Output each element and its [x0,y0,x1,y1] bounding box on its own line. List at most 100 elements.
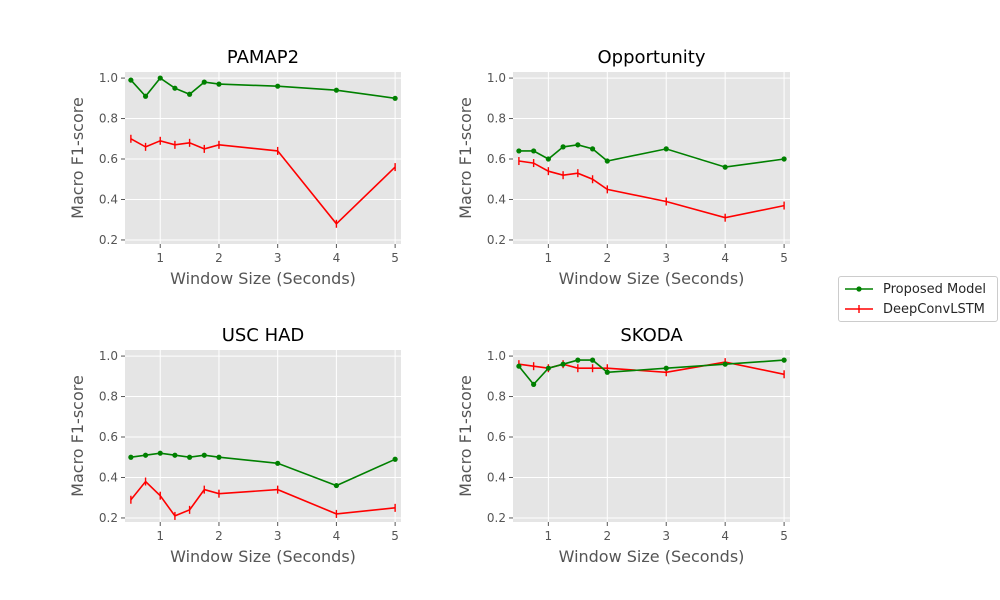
y-tick-label: 0.8 [99,390,118,404]
y-tick-label: 0.2 [99,511,118,525]
data-point-proposed-model [333,482,340,489]
x-tick-label: 2 [215,529,223,543]
data-point-proposed-model [201,452,207,458]
data-point-proposed-model [392,95,398,101]
y-tick-label: 1.0 [99,349,118,363]
x-tick-label: 5 [780,529,788,543]
data-point-proposed-model [157,75,163,81]
x-tick-label: 2 [215,251,223,265]
chart-panel-usc-had: 0.2 0.4 0.6 0.8 1.0 1 2 3 4 5 USC HAD Window Size (… [68,325,401,566]
plot-area [513,72,790,244]
x-tick-label: 4 [721,529,729,543]
x-tick-label: 1 [545,529,553,543]
data-point-proposed-model [142,93,149,99]
y-axis-label: Macro F1-score [456,375,475,497]
y-tick-label: 0.4 [99,192,118,206]
legend-swatch-proposed-model [845,286,873,292]
chart-title: Opportunity [597,47,705,68]
data-point-proposed-model [575,357,581,363]
chart-title: SKODA [620,325,683,346]
data-point-proposed-model [128,454,134,460]
data-point-proposed-model [545,156,551,162]
data-point-proposed-model [663,146,669,152]
y-tick-label: 1.0 [487,71,506,85]
data-point-proposed-model [275,460,281,466]
plot-area [125,72,401,244]
y-tick-label: 1.0 [487,349,506,363]
data-point-proposed-model [333,87,340,93]
y-tick-label: 0.6 [487,152,506,166]
legend-label-deepconvlstm: DeepConvLSTM [883,301,985,317]
data-point-proposed-model [157,450,163,456]
x-tick-label: 1 [156,251,164,265]
data-point-proposed-model [531,381,537,387]
x-axis-label: Window Size (Seconds) [170,547,356,566]
data-point-proposed-model [201,79,207,85]
y-tick-label: 0.8 [487,112,506,126]
data-point-proposed-model [781,357,787,363]
x-tick-label: 5 [391,251,399,265]
x-tick-label: 4 [721,251,729,265]
y-tick-label: 0.2 [487,511,506,525]
x-tick-label: 1 [545,251,553,265]
chart-panel-skoda: 0.2 0.4 0.6 0.8 1.0 1 2 3 4 5 SKODA Window Size (Se… [456,325,790,566]
data-point-proposed-model [589,146,596,152]
y-axis-label: Macro F1-score [68,375,87,497]
legend-swatch-deepconvlstm [845,305,873,313]
legend-item-deepconvlstm: DeepConvLSTM [843,299,985,319]
x-tick-label: 4 [333,529,341,543]
series-line-proposed-model [518,143,785,168]
data-point-proposed-model [663,365,669,371]
legend: Proposed Model DeepConvLSTM [838,276,998,322]
series-line-proposed-model [130,77,396,100]
x-axis-label: Window Size (Seconds) [559,547,745,566]
data-point-proposed-model [722,361,728,367]
data-point-proposed-model [172,452,178,458]
data-point-proposed-model [722,164,728,170]
x-tick-label: 3 [274,251,282,265]
y-tick-label: 0.8 [99,112,118,126]
x-tick-label: 5 [780,251,788,265]
y-tick-label: 0.2 [487,233,506,247]
x-tick-label: 4 [333,251,341,265]
y-tick-label: 0.8 [487,390,506,404]
plot-area [513,350,790,522]
y-tick-label: 0.6 [487,430,506,444]
data-point-proposed-model [128,77,134,83]
plot-area [125,350,401,522]
series-line-deepconvlstm [518,160,785,219]
legend-label-proposed-model: Proposed Model [883,281,987,297]
data-point-proposed-model [560,144,566,150]
data-point-proposed-model [545,365,551,371]
chart-title: USC HAD [222,325,305,346]
data-point-proposed-model [216,81,222,87]
y-tick-label: 0.2 [99,233,118,247]
x-tick-label: 3 [274,529,282,543]
y-tick-label: 0.4 [487,470,506,484]
y-tick-label: 0.4 [99,470,118,484]
data-point-proposed-model [781,156,787,162]
data-point-proposed-model [142,452,149,458]
x-tick-label: 5 [391,529,399,543]
legend-item-proposed-model: Proposed Model [843,279,986,299]
x-tick-label: 2 [603,529,611,543]
series-line-deepconvlstm [130,138,396,225]
data-point-proposed-model [516,363,522,369]
series-line-deepconvlstm [518,361,785,376]
data-point-proposed-model [186,91,193,97]
y-tick-label: 0.4 [487,192,506,206]
chart-panel-opportunity: 0.2 0.4 0.6 0.8 1.0 1 2 3 4 5 Opportunity Window Si… [456,47,790,288]
chart-panel-pamap2: 0.2 0.4 0.6 0.8 1.0 1 2 3 4 5 PAMAP2 Window Size (S… [68,47,401,288]
data-point-proposed-model [604,369,610,375]
series-line-deepconvlstm [130,480,396,517]
data-point-proposed-model [216,454,222,460]
x-tick-label: 1 [156,529,164,543]
data-point-proposed-model [275,83,281,89]
y-axis-label: Macro F1-score [68,97,87,219]
y-tick-label: 0.6 [99,430,118,444]
data-point-proposed-model [604,158,610,164]
x-tick-label: 3 [662,251,670,265]
data-point-proposed-model [186,454,193,460]
data-point-proposed-model [531,148,537,154]
